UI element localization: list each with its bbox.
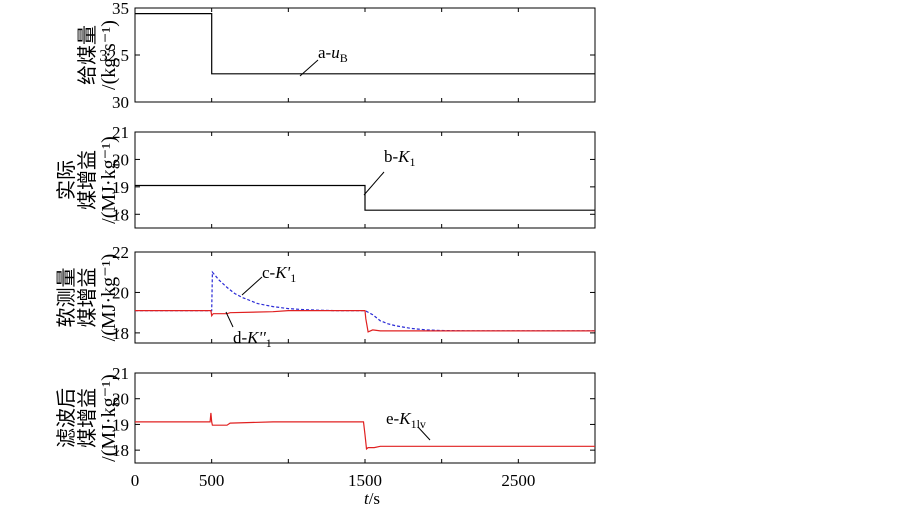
panel-3: 18 20 22 软测量 煤增益/(MJ·kg⁻¹) (55, 243, 596, 344)
x-tick-label: 2500 (501, 471, 535, 490)
plot-frame (134, 131, 596, 229)
series-annotation: d-K''1 (233, 328, 272, 350)
annotation-leader (363, 171, 385, 196)
y-tick-label: 18 (112, 324, 129, 343)
y-axis-title-line: /(MJ·kg⁻¹) (98, 254, 120, 342)
y-axis-title-line: /(MJ·kg⁻¹) (98, 374, 120, 462)
y-tick-label: 30 (112, 93, 129, 112)
panel-2: 18 19 20 21 实际 煤增益/(MJ·kg⁻¹) (55, 123, 596, 229)
series-annotation: b-K1 (384, 147, 416, 169)
y-axis-title-line: 煤增益 (76, 150, 99, 210)
series-annotation: e-K1lv (386, 409, 426, 431)
y-axis-title-line: 滤波后 (55, 388, 78, 448)
annotation-leader (225, 311, 234, 328)
annotation-leader (299, 59, 319, 77)
series-line-c-K'1 (135, 270, 595, 332)
y-tick-label: 19 (112, 415, 129, 434)
y-axis-title-line: 给煤量 (76, 25, 99, 85)
panel-4: 18 19 20 21 0 500 1500 2500 滤波后 煤增益/(MJ·kg⁻¹) (55, 364, 596, 490)
y-tick-label: 20 (112, 150, 129, 169)
plot-frame (134, 251, 596, 344)
annotation-leader (417, 426, 431, 441)
y-tick-label: 21 (112, 123, 129, 142)
y-axis-title-line: /(MJ·kg⁻¹) (98, 136, 120, 224)
y-tick-label: 32.5 (99, 46, 129, 65)
y-axis-title-line: 实际 (55, 160, 78, 200)
y-axis-title-line: /(kg·s⁻¹) (98, 20, 120, 90)
series-annotation: c-K'1 (262, 263, 296, 285)
series-line-d-K''1 (135, 310, 595, 333)
plot-frame (134, 7, 596, 103)
series-annotation: a-uB (318, 43, 348, 65)
y-axis-title-line: 软测量 (55, 268, 78, 328)
x-tick-label: 1500 (348, 471, 382, 490)
series-line-b-K1 (135, 184, 595, 211)
plot-frame (134, 372, 596, 464)
y-tick-label: 35 (112, 0, 129, 18)
y-tick-label: 20 (112, 283, 129, 302)
series-line-e-K1lv (135, 412, 595, 451)
y-tick-label: 18 (112, 205, 129, 224)
y-tick-label: 18 (112, 441, 129, 460)
y-tick-label: 22 (112, 243, 129, 262)
annotation-leader (241, 276, 263, 296)
y-tick-label: 20 (112, 390, 129, 409)
y-axis-title-line: 煤增益 (76, 268, 99, 328)
series-line-a-uB (135, 13, 595, 75)
x-tick-label: 500 (199, 471, 225, 490)
x-axis-title: t/s (364, 489, 380, 508)
panel-1: 30 32.5 35 给煤量/(kg·s⁻¹) (76, 0, 596, 112)
y-axis-title-line: 煤增益 (76, 388, 99, 448)
x-tick-label: 0 (131, 471, 140, 490)
y-tick-label: 21 (112, 364, 129, 383)
y-tick-label: 19 (112, 178, 129, 197)
